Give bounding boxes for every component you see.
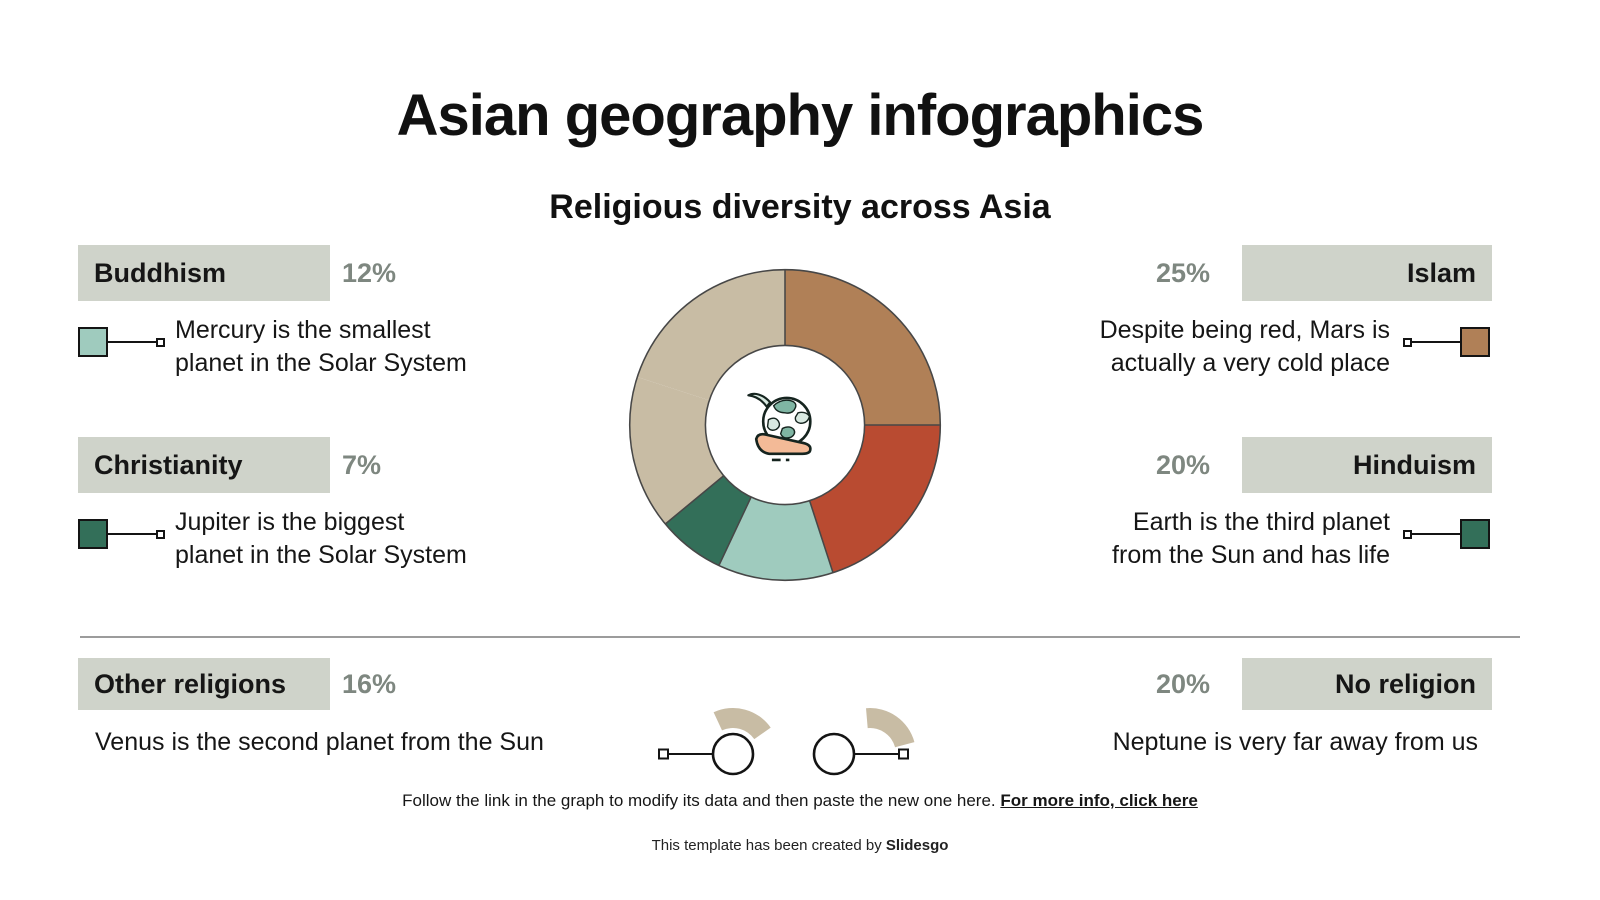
no-religion-fan-marker — [812, 708, 915, 776]
other-religions-percent: 16% — [342, 669, 397, 699]
page-title: Asian geography infographics — [396, 83, 1205, 148]
christianity-legend-marker — [78, 519, 165, 549]
hinduism-label: Hinduism — [1352, 450, 1476, 480]
buddhism-label: Buddhism — [94, 258, 226, 288]
credit-brand: Slidesgo — [885, 837, 949, 854]
islam-description: Despite being red, Mars is actually a ve… — [1099, 316, 1390, 377]
islam-legend-marker — [1403, 327, 1490, 357]
connector-line — [108, 533, 156, 535]
buddhism-description: Mercury is the smallest planet in the So… — [175, 316, 467, 377]
hinduism-legend-marker — [1403, 519, 1490, 549]
buddhism-percent: 12% — [342, 258, 397, 288]
connector-line — [1412, 341, 1460, 343]
connector-endpoint — [1403, 337, 1412, 347]
fan-slice-icon — [713, 707, 771, 740]
islam-color-swatch — [1460, 327, 1490, 357]
other-religions-description: Venus is the second planet from the Sun — [95, 728, 544, 756]
christianity-label: Christianity — [94, 450, 243, 480]
no-religion-description: Neptune is very far away from us — [1112, 728, 1478, 756]
more-info-link[interactable]: For more info, click here — [1000, 791, 1198, 810]
other-religions-fan-marker — [658, 707, 771, 776]
islam-label-box: Islam — [1242, 245, 1492, 301]
hinduism-color-swatch — [1460, 519, 1490, 549]
globe-in-hand-icon — [747, 392, 812, 462]
fan-slice-icon — [866, 708, 915, 748]
christianity-description: Jupiter is the biggest planet in the Sol… — [175, 508, 467, 569]
connector-endpoint — [156, 337, 165, 347]
connector-line — [108, 341, 156, 343]
hinduism-percent: 20% — [1155, 450, 1210, 480]
donut-chart[interactable] — [620, 260, 950, 590]
connector-endpoint — [1403, 529, 1412, 539]
other-religions-label: Other religions — [94, 669, 287, 699]
hinduism-description: Earth is the third planet from the Sun a… — [1112, 508, 1390, 569]
islam-label: Islam — [1406, 258, 1476, 288]
other-religions-label-box: Other religions — [78, 658, 330, 710]
no-religion-label: No religion — [1335, 669, 1476, 699]
connector-endpoint — [156, 529, 165, 539]
christianity-label-box: Christianity — [78, 437, 330, 493]
hinduism-label-box: Hinduism — [1242, 437, 1492, 493]
no-religion-label-box: No religion — [1242, 658, 1492, 710]
islam-percent: 25% — [1155, 258, 1210, 288]
footer-note: Follow the link in the graph to modify i… — [0, 791, 1600, 811]
template-credit: This template has been created by Slides… — [0, 837, 1600, 854]
christianity-color-swatch — [78, 519, 108, 549]
chart-subtitle: Religious diversity across Asia — [549, 188, 1051, 226]
credit-text: This template has been created by — [651, 837, 886, 854]
section-divider — [80, 636, 1520, 638]
connector-line — [1412, 533, 1460, 535]
buddhism-label-box: Buddhism — [78, 245, 330, 301]
buddhism-color-swatch — [78, 327, 108, 357]
christianity-percent: 7% — [342, 450, 382, 480]
buddhism-legend-marker — [78, 327, 165, 357]
footer-note-text: Follow the link in the graph to modify i… — [402, 791, 1001, 810]
no-religion-percent: 20% — [1155, 669, 1210, 699]
